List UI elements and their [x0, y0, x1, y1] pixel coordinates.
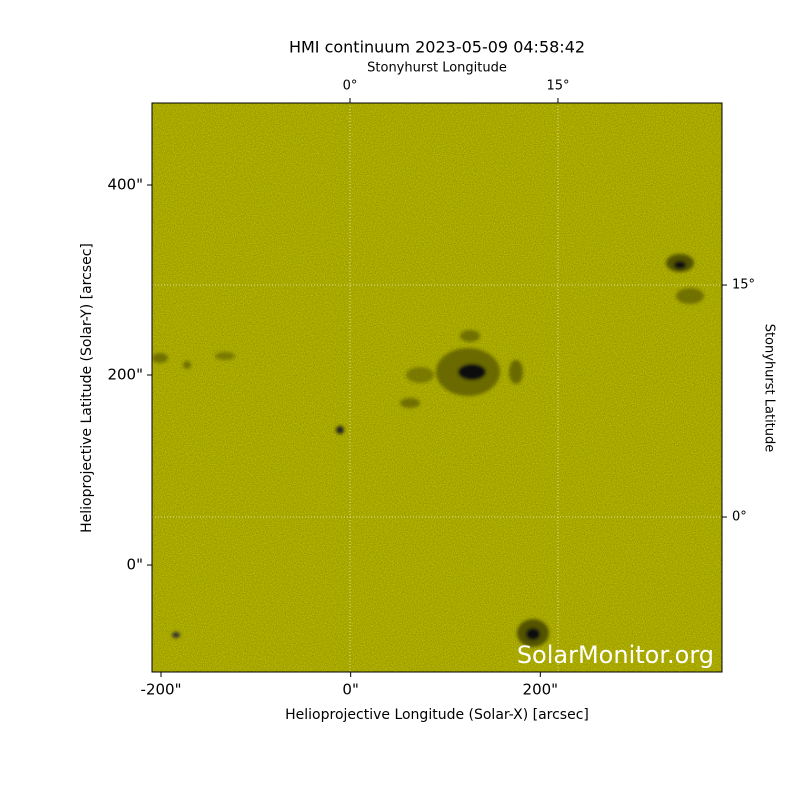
watermark: SolarMonitor.org: [517, 641, 714, 669]
x2-tick-label: 15°: [546, 79, 569, 94]
y-tick-label: 200": [107, 366, 143, 384]
x-tick-label: 0": [342, 681, 358, 699]
chart-title: HMI continuum 2023-05-09 04:58:42: [289, 38, 585, 57]
sunspot: [172, 632, 180, 638]
sunspot: [336, 426, 344, 434]
x-axis-label: Helioprojective Longitude (Solar-X) [arc…: [285, 707, 589, 723]
sunspot: [676, 288, 704, 304]
sunspot: [152, 353, 168, 363]
sunspot: [183, 361, 191, 369]
x2-tick-label: 0°: [343, 79, 358, 94]
x-tick-label: -200": [141, 681, 182, 699]
sunspot: [460, 330, 480, 342]
y2-axis-label: Stonyhurst Latitude: [762, 324, 777, 453]
y-tick-label: 400": [107, 175, 143, 193]
y2-tick-label: 0°: [732, 510, 747, 525]
sunspot: [526, 628, 540, 640]
y-tick-label: 0": [127, 556, 143, 574]
x2-axis-label: Stonyhurst Longitude: [367, 61, 507, 76]
sunspot: [458, 364, 486, 380]
grid: [152, 103, 722, 672]
x-tick-label: 200": [523, 681, 559, 699]
image-noise: [152, 103, 722, 672]
sunspots: [152, 254, 704, 647]
plot-frame: [151, 102, 723, 673]
sunspot: [509, 360, 523, 384]
sunspot: [215, 352, 235, 360]
sunspot: [406, 367, 434, 383]
y-axis-label: Helioprojective Latitude (Solar-Y) [arcs…: [79, 243, 95, 533]
sunspot: [674, 261, 686, 269]
y2-tick-label: 15°: [732, 278, 755, 293]
sunspot: [400, 398, 420, 408]
